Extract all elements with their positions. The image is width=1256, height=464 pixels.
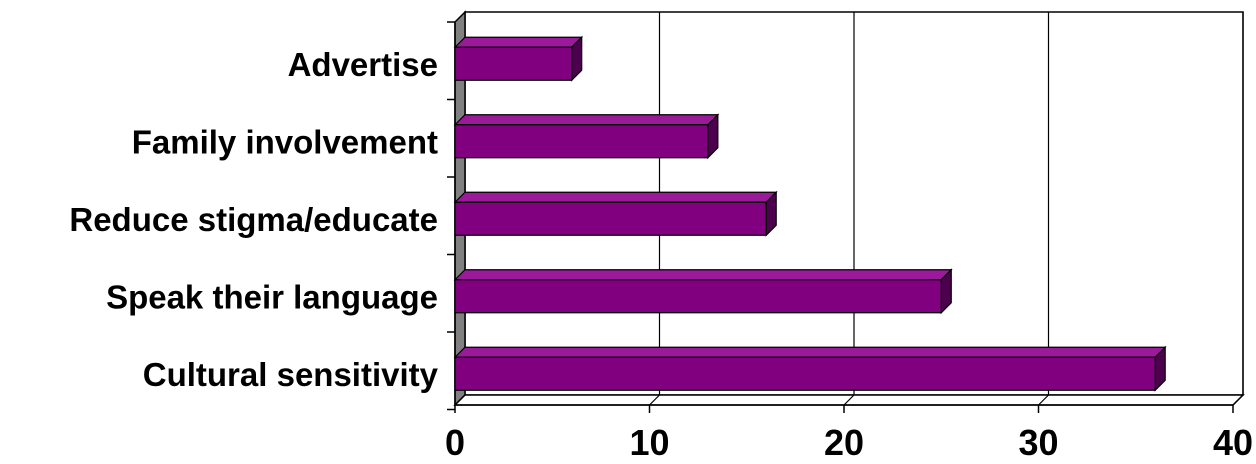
x-tick-label: 10 xyxy=(629,422,669,463)
bar xyxy=(453,113,720,160)
category-label: Speak their language xyxy=(106,278,438,315)
category-labels: Advertise Family involvement Reduce stigma… xyxy=(69,46,438,393)
floor-gridline xyxy=(454,394,466,406)
bar-front-face xyxy=(454,46,573,81)
category-label: Reduce stigma/educate xyxy=(69,201,438,238)
bar-top-face xyxy=(453,191,778,203)
x-tick-label: 40 xyxy=(1213,422,1253,463)
category-label: Advertise xyxy=(288,46,438,83)
bar-front-face xyxy=(454,201,767,236)
bars xyxy=(453,35,1167,392)
bar-top-face xyxy=(453,36,584,48)
bar xyxy=(453,345,1167,392)
bar xyxy=(453,190,778,237)
floor-gridline xyxy=(649,394,660,406)
bar-top-face xyxy=(453,269,953,281)
category-label: Cultural sensitivity xyxy=(143,356,439,393)
floor-gridline xyxy=(1038,394,1049,406)
x-tick-label: 30 xyxy=(1018,422,1058,463)
x-tick-labels: 0 10 20 30 40 xyxy=(445,422,1253,463)
bar-front-face xyxy=(454,279,942,314)
category-label: Family involvement xyxy=(132,123,438,160)
x-tick-label: 20 xyxy=(824,422,864,463)
bar-top-face xyxy=(453,114,720,126)
bar xyxy=(453,268,953,315)
floor-gridline xyxy=(1232,394,1244,406)
floor-gridline xyxy=(843,394,855,406)
bar xyxy=(453,35,584,82)
bar-top-face xyxy=(453,346,1167,358)
bar-front-face xyxy=(454,124,709,159)
x-tick-label: 0 xyxy=(445,422,465,463)
bar-front-face xyxy=(454,356,1156,391)
